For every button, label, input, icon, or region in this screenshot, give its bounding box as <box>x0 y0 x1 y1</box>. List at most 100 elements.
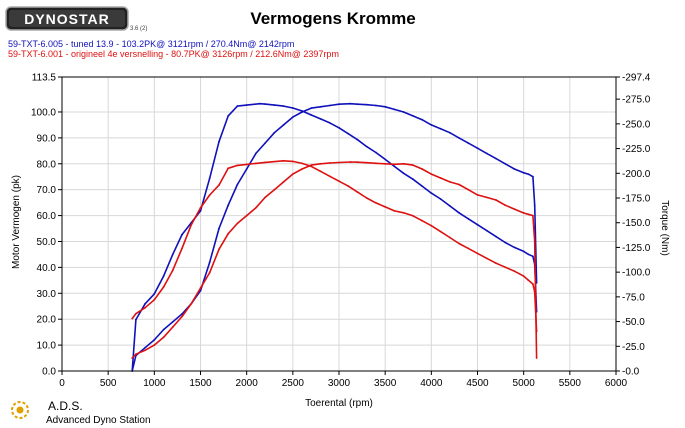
series-point <box>301 168 303 170</box>
series-point <box>402 172 405 175</box>
y2-tick-label: -100.0 <box>622 268 651 279</box>
series-point <box>495 262 497 265</box>
series-point <box>421 118 423 121</box>
series-point <box>181 315 183 318</box>
y-tick-label: 80.0 <box>37 159 57 170</box>
series-point <box>412 214 414 217</box>
series-point <box>171 253 174 256</box>
series-point <box>412 115 414 117</box>
series-point <box>264 161 266 164</box>
logo-text: DYNOSTAR <box>24 11 110 27</box>
series-point <box>208 194 211 196</box>
y-tick-label: 0.0 <box>42 367 56 378</box>
y2-tick-label: -297.4 <box>622 73 651 84</box>
series-point <box>532 214 534 217</box>
series-point <box>476 223 479 226</box>
series-point <box>375 104 377 107</box>
series-point <box>467 142 470 145</box>
series-point <box>131 357 134 359</box>
series-point <box>236 183 239 186</box>
series-point <box>347 132 350 135</box>
series-point <box>218 227 220 230</box>
series-point <box>153 298 156 301</box>
ads-company-full: Advanced Dyno Station <box>46 415 151 426</box>
series-point <box>282 124 285 126</box>
series-point <box>190 223 193 226</box>
x-tick-label: 1500 <box>189 378 212 389</box>
series-point <box>532 283 534 285</box>
series-point <box>208 177 211 180</box>
series-point <box>402 211 405 214</box>
series-point <box>153 344 156 346</box>
series-point <box>439 177 442 179</box>
series-point <box>291 173 294 176</box>
dynostar-logo: DYNOSTAR 3.6 (2) <box>5 6 147 32</box>
series-point <box>310 114 313 116</box>
series-point <box>282 159 285 162</box>
series-point <box>430 224 433 227</box>
series-point <box>245 214 248 217</box>
y2-tick-label: -25.0 <box>622 342 645 353</box>
y2-tick-label: -200.0 <box>622 169 651 180</box>
series-point <box>273 188 276 191</box>
series-point <box>467 217 470 220</box>
series-lines <box>131 102 538 372</box>
series-point <box>338 161 340 164</box>
series-point <box>264 142 266 145</box>
series-point <box>356 161 359 164</box>
series-point <box>504 241 507 244</box>
series-point <box>513 208 516 211</box>
series-point <box>527 279 530 281</box>
series-point <box>485 257 488 260</box>
series-point <box>245 168 248 170</box>
series-point <box>162 328 165 331</box>
ads-logo: A.D.S. Advanced Dyno Station <box>11 399 151 426</box>
legend-entry-tuned: 59-TXT-6.005 - tuned 13.9 - 103.2PK@ 312… <box>8 39 294 49</box>
series-point <box>153 339 156 341</box>
series-line-power-tuned <box>131 102 538 372</box>
x-tick-label: 6000 <box>605 378 628 389</box>
series-point <box>227 232 230 235</box>
series-point <box>448 181 451 183</box>
y2-tick-label: -75.0 <box>622 292 645 303</box>
series-point <box>338 180 340 183</box>
y-tick-label: 30.0 <box>37 289 57 300</box>
series-point <box>532 255 534 258</box>
y-tick-label: 10.0 <box>37 341 57 352</box>
series-point <box>319 118 322 120</box>
series-point <box>448 205 451 207</box>
series-point <box>430 192 433 195</box>
series-point <box>504 162 507 165</box>
series-point <box>476 147 479 150</box>
x-tick-label: 1000 <box>143 378 166 389</box>
series-line-power-original <box>131 161 538 359</box>
series-point <box>199 210 202 212</box>
series-point <box>402 111 405 113</box>
series-point <box>208 261 211 264</box>
series-point <box>301 162 303 165</box>
series-point <box>236 222 239 225</box>
series-line-torque-original <box>131 160 538 332</box>
series-point <box>421 168 423 170</box>
series-point <box>522 212 525 214</box>
x-tick-label: 3000 <box>328 378 351 389</box>
series-point <box>190 302 193 305</box>
series-point <box>144 349 147 352</box>
series-point <box>227 115 230 117</box>
series-point <box>153 293 156 295</box>
series-point <box>319 162 322 165</box>
series-point <box>365 161 368 164</box>
series-point <box>349 102 352 105</box>
series-point <box>273 131 276 134</box>
x-tick-label: 3500 <box>374 378 397 389</box>
y2-tick-label: -225.0 <box>622 144 651 155</box>
series-point <box>412 164 414 167</box>
series-point <box>532 175 534 178</box>
series-point <box>349 161 352 163</box>
series-point <box>181 233 183 236</box>
series-point <box>199 287 202 289</box>
series-point <box>485 196 488 199</box>
series-point <box>328 175 331 178</box>
series-point <box>356 103 359 106</box>
series-point <box>533 291 536 293</box>
